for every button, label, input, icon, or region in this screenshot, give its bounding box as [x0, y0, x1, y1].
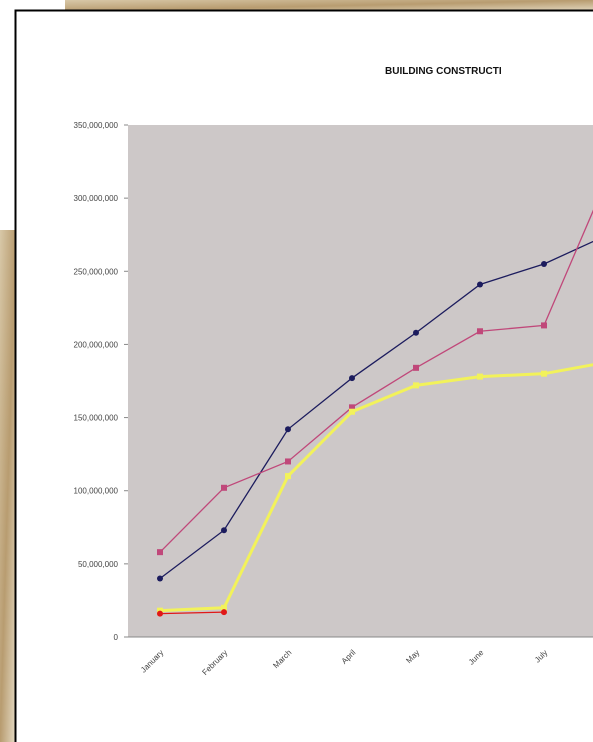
- point-marker: [541, 260, 547, 267]
- point-marker: [221, 527, 227, 534]
- point-marker: [157, 610, 163, 617]
- y-tick-label: 250,000,000: [74, 267, 119, 276]
- y-tick-label: 300,000,000: [74, 194, 119, 203]
- point-marker: [221, 604, 227, 611]
- point-marker: [541, 322, 547, 329]
- point-marker: [413, 329, 419, 336]
- series-line: [159, 611, 225, 615]
- point-marker: [477, 373, 483, 380]
- point-marker: [157, 549, 163, 556]
- point-marker: [349, 375, 355, 382]
- point-marker: [285, 458, 291, 465]
- point-marker: [285, 473, 291, 480]
- y-tick-label: 350,000,000: [74, 121, 119, 130]
- y-tick-label: 150,000,000: [74, 414, 119, 423]
- point-marker: [221, 609, 227, 616]
- y-tick-label: 200,000,000: [74, 340, 119, 349]
- point-marker: [413, 364, 419, 371]
- y-tick-label: 100,000,000: [74, 487, 119, 496]
- point-marker: [413, 382, 419, 389]
- point-marker: [285, 426, 291, 433]
- point-marker: [541, 370, 547, 377]
- chart-title: BUILDING CONSTRUCTI: [385, 66, 502, 77]
- plot-area: [128, 125, 593, 637]
- series-line: [159, 240, 593, 580]
- point-marker: [349, 408, 355, 415]
- point-marker: [157, 575, 163, 582]
- photo-strip: [65, 0, 593, 12]
- point-marker: [349, 404, 355, 411]
- series-line: [159, 209, 593, 553]
- series-line: [159, 363, 593, 613]
- y-tick-label: 0: [114, 633, 119, 642]
- point-marker: [477, 281, 483, 288]
- y-tick-label: 50,000,000: [78, 560, 119, 569]
- photo-strip: [0, 230, 16, 742]
- point-marker: [221, 484, 227, 491]
- point-marker: [477, 328, 483, 335]
